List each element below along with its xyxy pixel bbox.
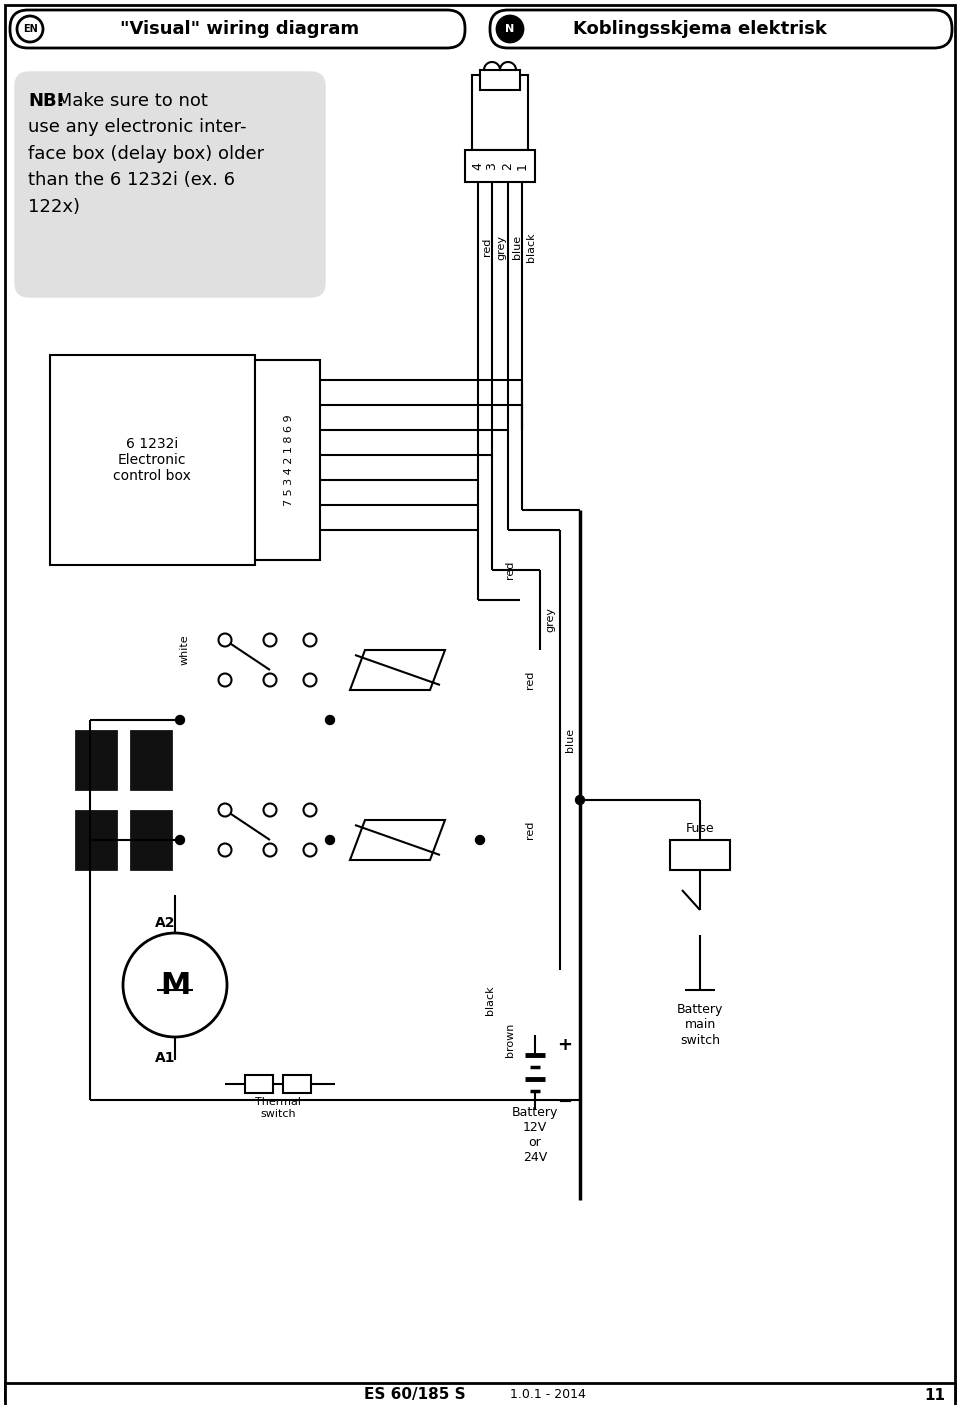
Bar — [130, 731, 172, 790]
Text: "Visual" wiring diagram: "Visual" wiring diagram — [120, 20, 360, 38]
FancyBboxPatch shape — [490, 10, 952, 48]
Circle shape — [303, 843, 317, 857]
Bar — [130, 811, 172, 870]
Circle shape — [263, 843, 276, 857]
Text: Koblingsskjema elektrisk: Koblingsskjema elektrisk — [573, 20, 827, 38]
Circle shape — [17, 15, 43, 42]
Text: N: N — [505, 24, 515, 34]
Text: 1.0.1 - 2014: 1.0.1 - 2014 — [510, 1388, 586, 1402]
Circle shape — [219, 673, 231, 687]
Bar — [75, 731, 117, 790]
FancyBboxPatch shape — [10, 10, 465, 48]
Text: A2: A2 — [155, 916, 176, 930]
Circle shape — [219, 804, 231, 816]
Text: brown: brown — [505, 1023, 515, 1057]
Bar — [50, 355, 255, 565]
Bar — [480, 70, 520, 90]
Bar — [670, 840, 730, 870]
Text: red: red — [525, 670, 535, 690]
Circle shape — [263, 634, 276, 646]
Circle shape — [497, 15, 523, 42]
Text: A1: A1 — [155, 1051, 176, 1065]
Circle shape — [303, 673, 317, 687]
Text: Battery
main
switch: Battery main switch — [677, 1003, 723, 1047]
Circle shape — [176, 836, 184, 844]
Circle shape — [325, 715, 334, 725]
Text: black: black — [526, 232, 536, 261]
Circle shape — [303, 804, 317, 816]
Text: ES 60/185 S: ES 60/185 S — [364, 1388, 466, 1402]
Text: 1: 1 — [516, 162, 529, 170]
Text: NB!: NB! — [28, 91, 64, 110]
Circle shape — [123, 933, 227, 1037]
Circle shape — [303, 634, 317, 646]
Circle shape — [263, 673, 276, 687]
Text: black: black — [485, 985, 495, 1014]
Circle shape — [176, 715, 184, 725]
Text: −: − — [558, 1093, 572, 1111]
Text: red: red — [482, 237, 492, 256]
Bar — [5, 1383, 955, 1405]
Text: M: M — [159, 971, 190, 999]
Text: blue: blue — [565, 728, 575, 752]
Text: Thermal
switch: Thermal switch — [255, 1097, 301, 1118]
Bar — [472, 74, 528, 150]
Bar — [465, 150, 535, 183]
Text: 4: 4 — [471, 162, 485, 170]
Circle shape — [325, 836, 334, 844]
Bar — [255, 360, 320, 561]
Polygon shape — [350, 651, 445, 690]
Text: EN: EN — [23, 24, 37, 34]
Text: grey: grey — [496, 235, 506, 260]
Bar — [283, 1075, 311, 1093]
Circle shape — [575, 795, 585, 805]
Text: Battery
12V
or
24V: Battery 12V or 24V — [512, 1106, 558, 1163]
Bar — [245, 1075, 273, 1093]
Text: Fuse: Fuse — [685, 822, 714, 835]
Text: grey: grey — [545, 607, 555, 632]
Text: 3: 3 — [486, 162, 498, 170]
Text: 7 5 3 4 2 1 8 6 9: 7 5 3 4 2 1 8 6 9 — [284, 414, 294, 506]
Text: Make sure to not
use any electronic inter-
face box (delay box) older
than the 6: Make sure to not use any electronic inte… — [28, 91, 264, 215]
Circle shape — [219, 843, 231, 857]
Polygon shape — [350, 821, 445, 860]
Text: 2: 2 — [501, 162, 515, 170]
Circle shape — [263, 804, 276, 816]
Text: white: white — [180, 635, 190, 666]
FancyBboxPatch shape — [15, 72, 325, 296]
Bar — [75, 811, 117, 870]
Text: +: + — [558, 1035, 572, 1054]
Text: 11: 11 — [924, 1388, 945, 1402]
Text: 6 1232i
Electronic
control box: 6 1232i Electronic control box — [113, 437, 191, 483]
Text: red: red — [525, 821, 535, 839]
Text: red: red — [505, 561, 515, 579]
Circle shape — [219, 634, 231, 646]
Circle shape — [475, 836, 485, 844]
Text: blue: blue — [512, 235, 522, 259]
